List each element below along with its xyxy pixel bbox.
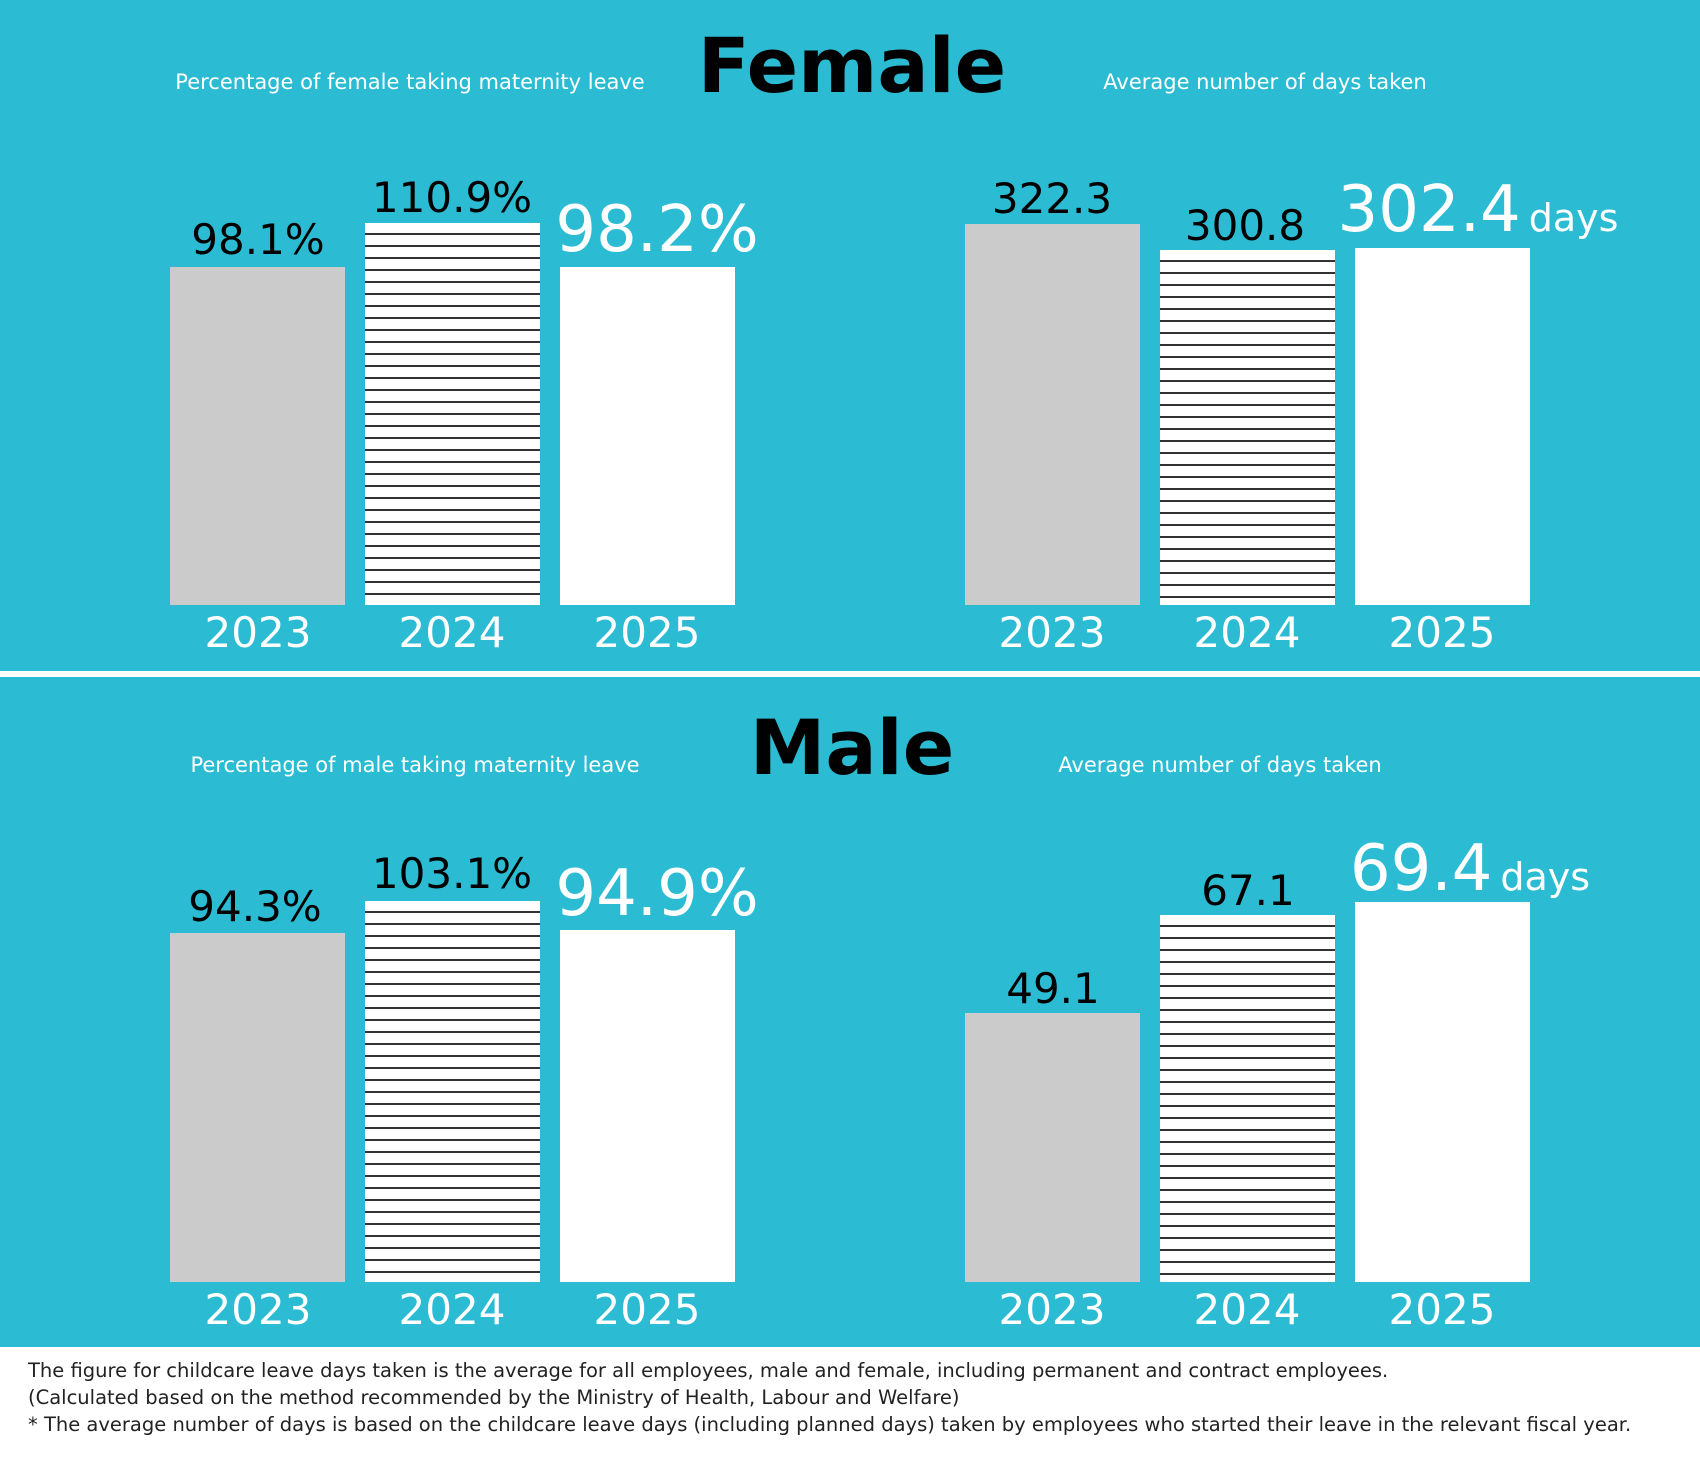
value-label-female-pct-2025: 98.2% <box>555 193 759 267</box>
year-label-male-days-2025: 2025 <box>1388 1285 1496 1334</box>
value-label-female-days-2024: 300.8 <box>1184 201 1306 250</box>
footnote-line-1: The figure for childcare leave days take… <box>28 1359 1389 1382</box>
year-label-male-pct-2024: 2024 <box>398 1285 506 1334</box>
year-label-female-pct-2025: 2025 <box>593 608 701 657</box>
value-number: 69.4 <box>1349 832 1493 906</box>
year-label-female-days-2023: 2023 <box>998 608 1106 657</box>
value-label-male-pct-2025: 94.9% <box>555 857 759 931</box>
bar-male-pct-2023 <box>170 933 345 1282</box>
footnote-line-2: (Calculated based on the method recommen… <box>28 1386 960 1409</box>
year-label-female-days-2025: 2025 <box>1388 608 1496 657</box>
year-label-male-days-2024: 2024 <box>1193 1285 1301 1334</box>
bar-female-pct-2024 <box>365 223 540 605</box>
value-label-female-days-2025: 302.4 days <box>1338 178 1619 242</box>
female-pct-subtitle: Percentage of female taking maternity le… <box>175 70 645 94</box>
bar-male-days-2023 <box>965 1013 1140 1282</box>
value-label-male-pct-2023: 94.3% <box>188 882 322 931</box>
bar-male-days-2025 <box>1355 902 1530 1282</box>
value-label-male-days-2023: 49.1 <box>1006 964 1100 1013</box>
value-label-female-pct-2024: 110.9% <box>371 173 533 222</box>
value-label-male-pct-2024: 103.1% <box>371 849 533 898</box>
male-title: Male <box>749 703 955 792</box>
bar-male-days-2024 <box>1160 915 1335 1282</box>
bar-female-days-2023 <box>965 224 1140 605</box>
value-label-male-days-2024: 67.1 <box>1201 866 1295 915</box>
bar-male-pct-2024 <box>365 901 540 1282</box>
bar-male-pct-2025 <box>560 930 735 1282</box>
female-days-subtitle: Average number of days taken <box>1103 70 1427 94</box>
unit-label: days <box>1528 196 1619 240</box>
value-number: 302.4 <box>1337 173 1521 247</box>
female-title: Female <box>697 21 1007 110</box>
bar-female-pct-2023 <box>170 267 345 605</box>
male-days-subtitle: Average number of days taken <box>1058 753 1382 777</box>
year-label-female-pct-2024: 2024 <box>398 608 506 657</box>
bar-female-days-2024 <box>1160 250 1335 605</box>
bar-female-pct-2025 <box>560 267 735 605</box>
year-label-male-pct-2023: 2023 <box>204 1285 312 1334</box>
year-label-male-pct-2025: 2025 <box>593 1285 701 1334</box>
value-label-male-days-2025: 69.4 days <box>1350 837 1590 901</box>
year-label-male-days-2023: 2023 <box>998 1285 1106 1334</box>
footnote-line-3: * The average number of days is based on… <box>28 1413 1632 1436</box>
unit-label: days <box>1500 855 1591 899</box>
year-label-female-days-2024: 2024 <box>1193 608 1301 657</box>
year-label-female-pct-2023: 2023 <box>204 608 312 657</box>
male-pct-subtitle: Percentage of male taking maternity leav… <box>190 753 640 777</box>
footnotes: The figure for childcare leave days take… <box>28 1357 1688 1438</box>
value-label-female-pct-2023: 98.1% <box>191 215 325 264</box>
value-label-female-days-2023: 322.3 <box>991 174 1113 223</box>
bar-female-days-2025 <box>1355 248 1530 605</box>
section-divider <box>0 671 1700 677</box>
